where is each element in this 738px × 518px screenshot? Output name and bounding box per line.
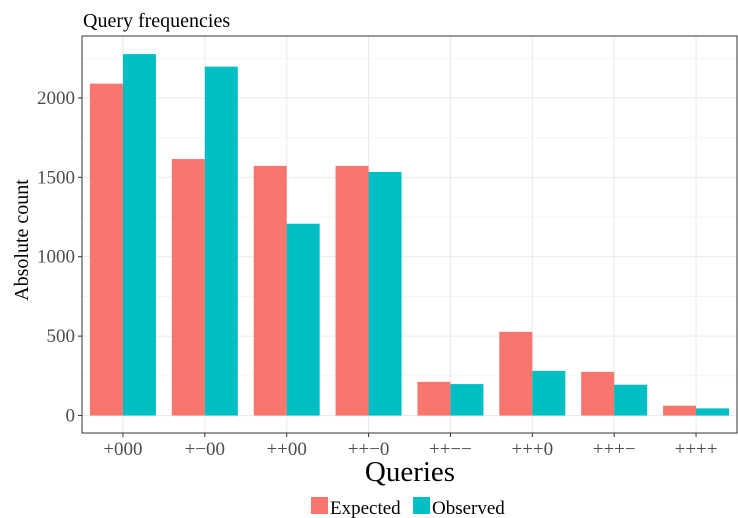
y-axis: 0 500 1000 1500 2000 [37,88,82,427]
bar-observed [368,171,402,416]
x-tick-label: +++0 [511,439,553,460]
bar-expected [89,83,123,416]
x-tick-label: ++++ [675,439,718,460]
y-tick-label: 1500 [37,167,75,188]
bar-expected [171,159,205,416]
bar-observed [696,408,730,416]
bar-expected [253,165,287,416]
x-tick-label: +000 [103,439,142,460]
y-tick-label: 500 [47,326,76,347]
bar-observed [286,223,320,416]
plot-panel-border [81,35,738,434]
y-tick-label: 2000 [37,88,75,109]
bar-observed [204,66,238,416]
bar-observed [532,370,566,416]
bar-expected [335,165,369,416]
bar-expected [499,331,533,416]
y-tick-label: 0 [66,406,76,427]
legend: Expected Observed [311,497,505,518]
x-tick-label: ++−− [429,439,472,460]
x-tick-label: ++00 [266,439,306,460]
bar-observed [450,384,484,416]
bar-expected [581,371,615,416]
legend-label-expected: Expected [330,498,401,518]
legend-swatch-expected [311,497,328,514]
x-tick-label: +−00 [185,439,225,460]
x-tick-label: +++− [593,439,636,460]
x-tick-label: ++−0 [348,439,390,460]
bar-observed [122,54,156,416]
x-axis: +000 +−00 ++00 ++−0 ++−− +++0 +++− ++++ [103,433,718,460]
bar-expected [663,405,697,416]
bar-observed [614,384,648,416]
bars [89,54,730,416]
x-axis-title: Queries [365,456,455,488]
y-tick-label: 1000 [37,247,75,268]
legend-swatch-observed [413,497,430,514]
legend-label-observed: Observed [432,498,505,518]
chart-title: Query frequencies [83,10,230,32]
bar-expected [417,381,451,416]
y-axis-title: Absolute count [11,179,33,301]
